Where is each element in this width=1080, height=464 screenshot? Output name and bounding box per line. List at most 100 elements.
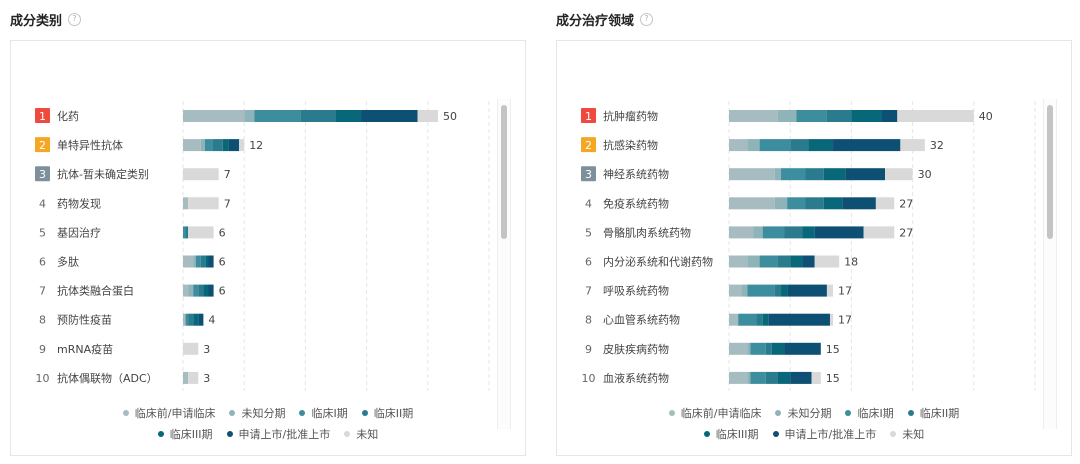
bar-segment[interactable]	[198, 284, 204, 297]
legend-item[interactable]: 临床II期	[361, 405, 413, 421]
bar-segment[interactable]	[781, 284, 788, 297]
bar-segment[interactable]	[188, 371, 199, 384]
bar-segment[interactable]	[183, 284, 189, 297]
bar-segment[interactable]	[753, 226, 763, 239]
bar-segment[interactable]	[814, 255, 840, 268]
bar-segment[interactable]	[228, 139, 240, 152]
bar-segment[interactable]	[188, 226, 214, 239]
bar-segment[interactable]	[790, 255, 803, 268]
bar-segment[interactable]	[183, 313, 186, 326]
legend-item[interactable]: 临床III期	[157, 426, 213, 442]
bar-segment[interactable]	[188, 197, 219, 210]
bar-segment[interactable]	[729, 313, 739, 326]
bar-segment[interactable]	[777, 255, 791, 268]
bar-segment[interactable]	[750, 342, 766, 355]
bar-segment[interactable]	[212, 139, 223, 152]
bar-segment[interactable]	[826, 284, 834, 297]
bar-segment[interactable]	[200, 255, 206, 268]
bar-segment[interactable]	[729, 197, 775, 210]
bar-segment[interactable]	[811, 371, 821, 384]
bar-segment[interactable]	[183, 342, 199, 355]
bar-segment[interactable]	[784, 226, 803, 239]
bar-segment[interactable]	[200, 139, 205, 152]
bar-segment[interactable]	[183, 110, 245, 122]
legend-item[interactable]: 申请上市/批准上市	[226, 426, 330, 442]
bar-segment[interactable]	[183, 197, 189, 210]
bar-segment[interactable]	[829, 313, 834, 326]
legend-item[interactable]: 临床III期	[703, 426, 759, 442]
bar-segment[interactable]	[185, 313, 189, 326]
bar-segment[interactable]	[183, 226, 186, 239]
bar-segment[interactable]	[762, 226, 785, 239]
legend-item[interactable]: 未知	[344, 426, 378, 442]
bar-segment[interactable]	[244, 110, 255, 122]
legend-item[interactable]: 临床前/申请临床	[122, 405, 215, 421]
legend-item[interactable]: 未知分期	[229, 405, 285, 421]
bar-segment[interactable]	[729, 226, 754, 239]
legend-item[interactable]: 临床前/申请临床	[668, 405, 761, 421]
bar-segment[interactable]	[205, 255, 209, 268]
bar-segment[interactable]	[193, 284, 199, 297]
bar-segment[interactable]	[183, 371, 189, 384]
bar-segment[interactable]	[765, 371, 778, 384]
legend-item[interactable]: 未知分期	[775, 405, 831, 421]
bar-segment[interactable]	[738, 313, 757, 326]
bar-segment[interactable]	[203, 284, 209, 297]
bar-segment[interactable]	[790, 139, 809, 152]
bar-segment[interactable]	[198, 313, 204, 326]
scrollbar-thumb[interactable]	[1047, 105, 1053, 239]
bar-segment[interactable]	[771, 342, 785, 355]
bar-segment[interactable]	[239, 139, 245, 152]
bar-segment[interactable]	[774, 168, 782, 181]
bar-segment[interactable]	[729, 139, 748, 152]
bar-segment[interactable]	[897, 110, 974, 122]
bar-segment[interactable]	[765, 342, 772, 355]
bar-segment[interactable]	[882, 110, 898, 122]
bar-segment[interactable]	[185, 226, 189, 239]
legend-item[interactable]: 临床I期	[299, 405, 348, 421]
bar-segment[interactable]	[833, 139, 901, 152]
bar-segment[interactable]	[747, 139, 760, 152]
bar-segment[interactable]	[193, 313, 199, 326]
bar-segment[interactable]	[805, 197, 824, 210]
legend-item[interactable]: 临床I期	[845, 405, 894, 421]
legend-item[interactable]: 未知	[890, 426, 924, 442]
bar-segment[interactable]	[802, 226, 815, 239]
bar-segment[interactable]	[777, 371, 791, 384]
bar-segment[interactable]	[183, 255, 194, 268]
bar-segment[interactable]	[796, 110, 827, 122]
bar-segment[interactable]	[193, 255, 196, 268]
bar-segment[interactable]	[188, 284, 194, 297]
bar-segment[interactable]	[741, 284, 748, 297]
bar-segment[interactable]	[814, 226, 864, 239]
bar-segment[interactable]	[208, 255, 214, 268]
bar-segment[interactable]	[747, 371, 751, 384]
bar-segment[interactable]	[781, 168, 806, 181]
bar-segment[interactable]	[300, 110, 336, 122]
bar-segment[interactable]	[900, 139, 925, 152]
question-circle-icon[interactable]: ?	[68, 12, 82, 26]
bar-segment[interactable]	[805, 168, 824, 181]
bar-segment[interactable]	[842, 197, 876, 210]
bar-segment[interactable]	[790, 371, 812, 384]
bar-segment[interactable]	[750, 371, 766, 384]
bar-segment[interactable]	[823, 168, 846, 181]
bar-segment[interactable]	[768, 313, 830, 326]
bar-segment[interactable]	[729, 371, 748, 384]
scrollbar-thumb[interactable]	[501, 105, 507, 239]
bar-segment[interactable]	[361, 110, 418, 122]
bar-segment[interactable]	[204, 139, 213, 152]
bar-segment[interactable]	[826, 110, 852, 122]
bar-segment[interactable]	[208, 284, 214, 297]
bar-segment[interactable]	[747, 255, 760, 268]
bar-segment[interactable]	[188, 313, 194, 326]
bar-segment[interactable]	[747, 342, 751, 355]
bar-segment[interactable]	[784, 342, 821, 355]
bar-segment[interactable]	[851, 110, 882, 122]
bar-segment[interactable]	[802, 255, 815, 268]
bar-segment[interactable]	[777, 110, 797, 122]
bar-segment[interactable]	[417, 110, 438, 122]
bar-segment[interactable]	[756, 313, 763, 326]
legend-item[interactable]: 申请上市/批准上市	[772, 426, 876, 442]
bar-segment[interactable]	[183, 139, 201, 152]
